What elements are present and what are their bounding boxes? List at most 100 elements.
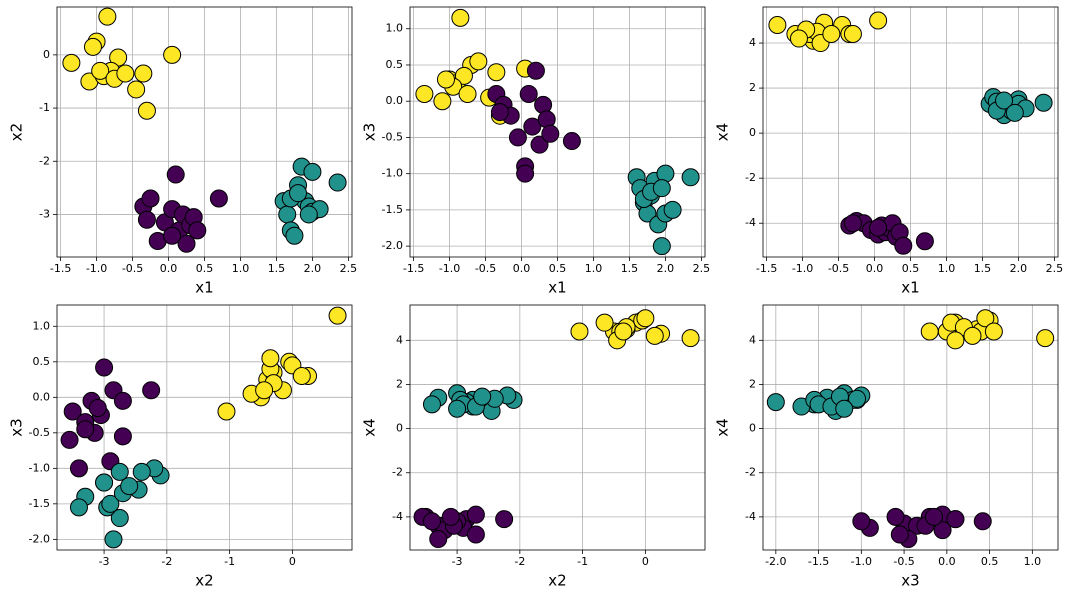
- x-tick-label: 2.5: [693, 262, 711, 275]
- y-tick-label: 0.5: [386, 58, 404, 71]
- point: [110, 509, 129, 528]
- point: [458, 84, 477, 103]
- x-tick-label: -3: [99, 555, 110, 568]
- point: [88, 398, 107, 417]
- point: [69, 498, 88, 517]
- point: [137, 101, 156, 120]
- point: [681, 329, 700, 348]
- point: [595, 313, 614, 332]
- point: [188, 221, 207, 240]
- y-tick-label: -1.5: [29, 497, 50, 510]
- x-tick-label: -1.5: [403, 262, 424, 275]
- point: [976, 309, 995, 328]
- point: [1034, 93, 1053, 112]
- point: [843, 214, 862, 233]
- point: [429, 529, 448, 548]
- point: [448, 399, 467, 418]
- point: [292, 367, 311, 386]
- x-tick-label: -2: [514, 555, 525, 568]
- y-tick-label: 1.0: [33, 319, 51, 332]
- point: [508, 128, 527, 147]
- point: [487, 63, 506, 82]
- y-tick-label: 2: [749, 377, 756, 390]
- x-tick-label: 0.5: [902, 262, 920, 275]
- point: [134, 64, 153, 83]
- point: [142, 381, 161, 400]
- y-tick-label: -2: [39, 154, 50, 167]
- y-tick-label: 1.0: [386, 22, 404, 35]
- point: [285, 226, 304, 245]
- y-tick-label: -1.0: [29, 461, 50, 474]
- x-tick-label: 0.5: [549, 262, 567, 275]
- point: [454, 66, 473, 85]
- y-tick-label: -2: [745, 466, 756, 479]
- point: [104, 530, 123, 549]
- point: [869, 11, 888, 30]
- point: [570, 322, 589, 341]
- point: [110, 462, 129, 481]
- point: [920, 322, 939, 341]
- y-tick-label: 4: [396, 333, 403, 346]
- x-tick-label: 1.0: [1024, 555, 1042, 568]
- x-axis-label: x2: [548, 572, 566, 590]
- point: [490, 103, 509, 122]
- x-tick-label: -1.0: [792, 262, 813, 275]
- point: [645, 326, 664, 345]
- point: [894, 236, 913, 255]
- x-tick-label: 0: [642, 555, 649, 568]
- y-axis-label: x2: [8, 123, 26, 141]
- x-tick-label: 0.5: [196, 262, 214, 275]
- point: [495, 510, 514, 529]
- x-axis-label: x2: [195, 572, 213, 590]
- point: [132, 462, 151, 481]
- x-tick-label: -2: [161, 555, 172, 568]
- point: [127, 80, 146, 99]
- x-tick-label: -1: [577, 555, 588, 568]
- point: [163, 226, 182, 245]
- point: [915, 232, 934, 251]
- axes-frame: [409, 6, 706, 258]
- point: [1005, 103, 1024, 122]
- y-tick-label: 2: [396, 377, 403, 390]
- point: [255, 381, 274, 400]
- point: [63, 402, 82, 421]
- point: [652, 237, 671, 256]
- y-tick-label: -2: [392, 466, 403, 479]
- point: [1036, 329, 1055, 348]
- y-tick-label: 4: [749, 36, 756, 49]
- point: [516, 164, 535, 183]
- point: [163, 45, 182, 64]
- x-tick-label: 2.0: [657, 262, 675, 275]
- point: [946, 510, 965, 529]
- y-tick-label: -1.0: [382, 167, 403, 180]
- point: [113, 427, 132, 446]
- y-tick-label: -4: [745, 510, 756, 523]
- x-tick-label: 0: [289, 555, 296, 568]
- x-tick-label: 1.0: [585, 262, 603, 275]
- x-tick-label: -0.5: [828, 262, 849, 275]
- point: [69, 459, 88, 478]
- x-tick-label: -2.0: [765, 555, 786, 568]
- point: [519, 84, 538, 103]
- point: [328, 173, 347, 192]
- y-tick-label: -2.0: [29, 532, 50, 545]
- y-axis-label: x4: [714, 418, 732, 436]
- point: [83, 37, 102, 56]
- x-tick-label: 0.0: [513, 262, 531, 275]
- point: [995, 91, 1014, 110]
- x-tick-label: 2.0: [304, 262, 322, 275]
- point: [766, 393, 785, 412]
- point: [652, 179, 671, 198]
- point: [541, 124, 560, 143]
- point: [984, 322, 1003, 341]
- point: [433, 92, 452, 111]
- point: [177, 234, 196, 253]
- point: [835, 399, 854, 418]
- point: [62, 53, 81, 72]
- y-tick-label: 2: [749, 81, 756, 94]
- y-tick-label: 0: [43, 48, 50, 61]
- point: [422, 395, 441, 414]
- y-tick-label: 0: [396, 422, 403, 435]
